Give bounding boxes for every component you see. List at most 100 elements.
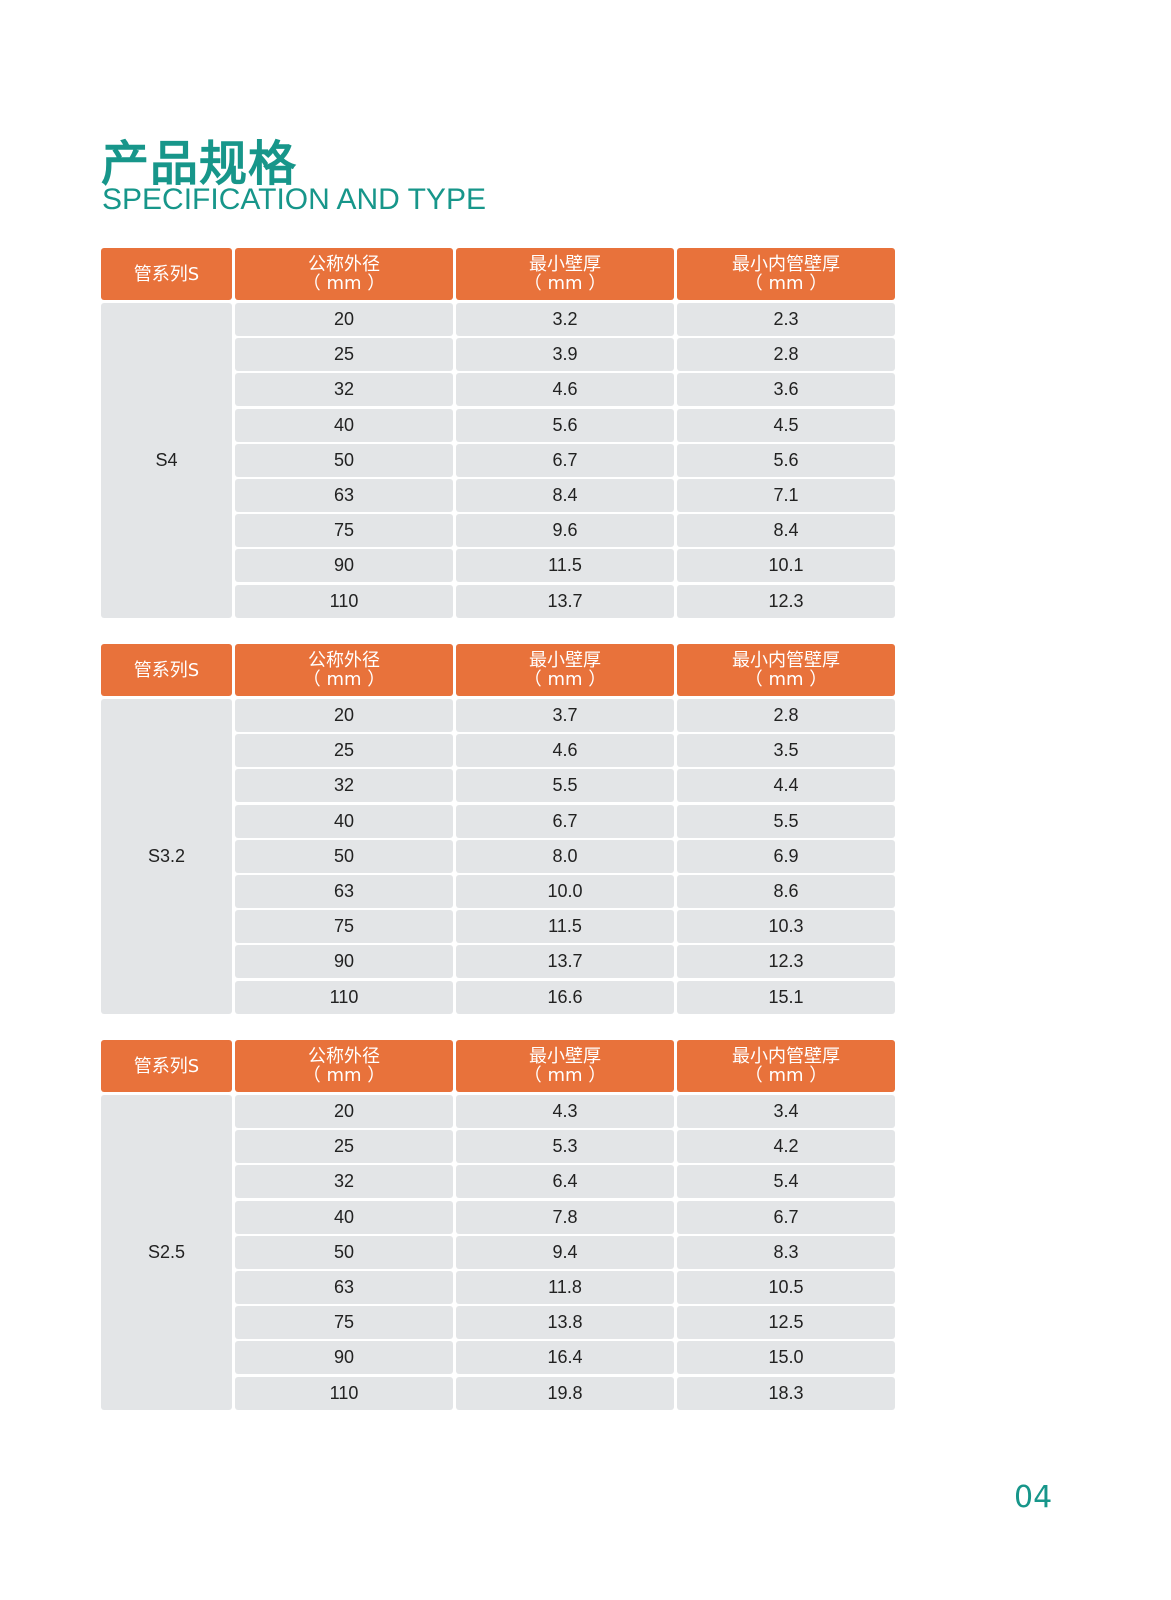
table-cell: 2.3 bbox=[677, 303, 895, 336]
table-cell: 75 bbox=[235, 514, 453, 548]
table-header-cell: 最小内管壁厚（ mm ） bbox=[677, 248, 895, 300]
table-cell: 12.5 bbox=[677, 1306, 895, 1340]
table-cell: 3.7 bbox=[456, 699, 674, 732]
table-cell: 19.8 bbox=[456, 1376, 674, 1410]
table-header-cell: 公称外径（ mm ） bbox=[235, 644, 453, 696]
table-cell: 2.8 bbox=[677, 338, 895, 372]
table-cell: 90 bbox=[235, 945, 453, 979]
table-cell: 5.4 bbox=[677, 1165, 895, 1199]
table-cell: 10.0 bbox=[456, 875, 674, 908]
table-cell: 4.2 bbox=[677, 1130, 895, 1164]
table-cell: 12.3 bbox=[677, 584, 895, 618]
table-cell: 11.5 bbox=[456, 549, 674, 583]
table-cell: 4.6 bbox=[456, 373, 674, 407]
table-cell: 40 bbox=[235, 408, 453, 442]
table-cell: 7.8 bbox=[456, 1200, 674, 1234]
header-unit: （ mm ） bbox=[523, 669, 607, 690]
table-cell: 6.7 bbox=[677, 1200, 895, 1234]
table-cell: 5.5 bbox=[677, 804, 895, 838]
table-cell: 5.6 bbox=[677, 443, 895, 477]
table-cell: 25 bbox=[235, 734, 453, 768]
table-cell: 110 bbox=[235, 584, 453, 618]
header-label: 公称外径 bbox=[308, 650, 380, 671]
table-cell: 11.5 bbox=[456, 910, 674, 944]
table-cell: 6.7 bbox=[456, 443, 674, 477]
table-cell: 40 bbox=[235, 1200, 453, 1234]
table-cell: 8.4 bbox=[677, 514, 895, 548]
spec-table-s3-2: 管系列S 公称外径（ mm ）最小壁厚（ mm ）最小内管壁厚（ mm ） S3.2… bbox=[101, 644, 915, 1014]
table-cell: 3.5 bbox=[677, 734, 895, 768]
table-cell: 2.8 bbox=[677, 699, 895, 732]
header-label: 公称外径 bbox=[308, 254, 380, 275]
table-cell: 90 bbox=[235, 1341, 453, 1375]
spec-table-s4: 管系列S 公称外径（ mm ）最小壁厚（ mm ）最小内管壁厚（ mm ） S4 20… bbox=[101, 248, 915, 618]
table-cell: 10.3 bbox=[677, 910, 895, 944]
table-cell: 8.3 bbox=[677, 1235, 895, 1269]
table-cell: 13.7 bbox=[456, 945, 674, 979]
header-unit: （ mm ） bbox=[523, 1065, 607, 1086]
table-cell: 5.6 bbox=[456, 408, 674, 442]
table-header-cell: 公称外径（ mm ） bbox=[235, 248, 453, 300]
page-subtitle: SPECIFICATION AND TYPE bbox=[102, 183, 486, 216]
table-cell: 6.7 bbox=[456, 804, 674, 838]
table-cell: 15.0 bbox=[677, 1341, 895, 1375]
table-cell: 110 bbox=[235, 1376, 453, 1410]
header-label: 管系列S bbox=[133, 263, 200, 285]
table-cell: 63 bbox=[235, 875, 453, 908]
table-cell: 3.2 bbox=[456, 303, 674, 336]
table-header-cell: 管系列S bbox=[101, 1040, 232, 1092]
table-cell: 9.6 bbox=[456, 514, 674, 548]
spec-table-s2-5: 管系列S 公称外径（ mm ）最小壁厚（ mm ）最小内管壁厚（ mm ） S2.5… bbox=[101, 1040, 915, 1410]
table-cell: 18.3 bbox=[677, 1376, 895, 1410]
table-cell: 5.3 bbox=[456, 1130, 674, 1164]
table-cell: 4.6 bbox=[456, 734, 674, 768]
header-label: 最小内管壁厚 bbox=[732, 254, 840, 275]
header-unit: （ mm ） bbox=[744, 273, 828, 294]
header-label: 管系列S bbox=[133, 659, 200, 681]
table-header-cell: 管系列S bbox=[101, 644, 232, 696]
table-cell: 15.1 bbox=[677, 980, 895, 1014]
table-cell: 8.4 bbox=[456, 479, 674, 512]
table-cell: 10.5 bbox=[677, 1271, 895, 1304]
header-unit: （ mm ） bbox=[302, 1065, 386, 1086]
table-header-cell: 最小壁厚（ mm ） bbox=[456, 248, 674, 300]
table-cell: 40 bbox=[235, 804, 453, 838]
table-cell: 20 bbox=[235, 699, 453, 732]
table-cell: 63 bbox=[235, 479, 453, 512]
table-cell: 63 bbox=[235, 1271, 453, 1304]
table-cell: 75 bbox=[235, 910, 453, 944]
table-cell: 11.8 bbox=[456, 1271, 674, 1304]
table-cell: 20 bbox=[235, 303, 453, 336]
table-cell: 4.4 bbox=[677, 769, 895, 803]
header-unit: （ mm ） bbox=[523, 273, 607, 294]
table-cell: 32 bbox=[235, 1165, 453, 1199]
header-label: 管系列S bbox=[133, 1055, 200, 1077]
header-label: 最小内管壁厚 bbox=[732, 1046, 840, 1067]
series-cell: S4 bbox=[101, 303, 232, 618]
table-cell: 50 bbox=[235, 1235, 453, 1269]
table-cell: 13.7 bbox=[456, 584, 674, 618]
table-cell: 50 bbox=[235, 443, 453, 477]
table-cell: 12.3 bbox=[677, 945, 895, 979]
series-cell: S2.5 bbox=[101, 1095, 232, 1410]
table-cell: 3.4 bbox=[677, 1095, 895, 1128]
table-cell: 16.6 bbox=[456, 980, 674, 1014]
table-cell: 7.1 bbox=[677, 479, 895, 512]
table-cell: 16.4 bbox=[456, 1341, 674, 1375]
table-cell: 25 bbox=[235, 1130, 453, 1164]
table-cell: 90 bbox=[235, 549, 453, 583]
table-cell: 75 bbox=[235, 1306, 453, 1340]
table-cell: 8.0 bbox=[456, 839, 674, 873]
table-cell: 8.6 bbox=[677, 875, 895, 908]
table-cell: 6.4 bbox=[456, 1165, 674, 1199]
header-label: 最小壁厚 bbox=[529, 650, 601, 671]
header-unit: （ mm ） bbox=[744, 669, 828, 690]
header-label: 最小内管壁厚 bbox=[732, 650, 840, 671]
table-cell: 25 bbox=[235, 338, 453, 372]
header-label: 最小壁厚 bbox=[529, 1046, 601, 1067]
table-header-cell: 公称外径（ mm ） bbox=[235, 1040, 453, 1092]
table-cell: 20 bbox=[235, 1095, 453, 1128]
table-header-cell: 管系列S bbox=[101, 248, 232, 300]
table-cell: 110 bbox=[235, 980, 453, 1014]
page-number: 04 bbox=[1014, 1480, 1053, 1515]
